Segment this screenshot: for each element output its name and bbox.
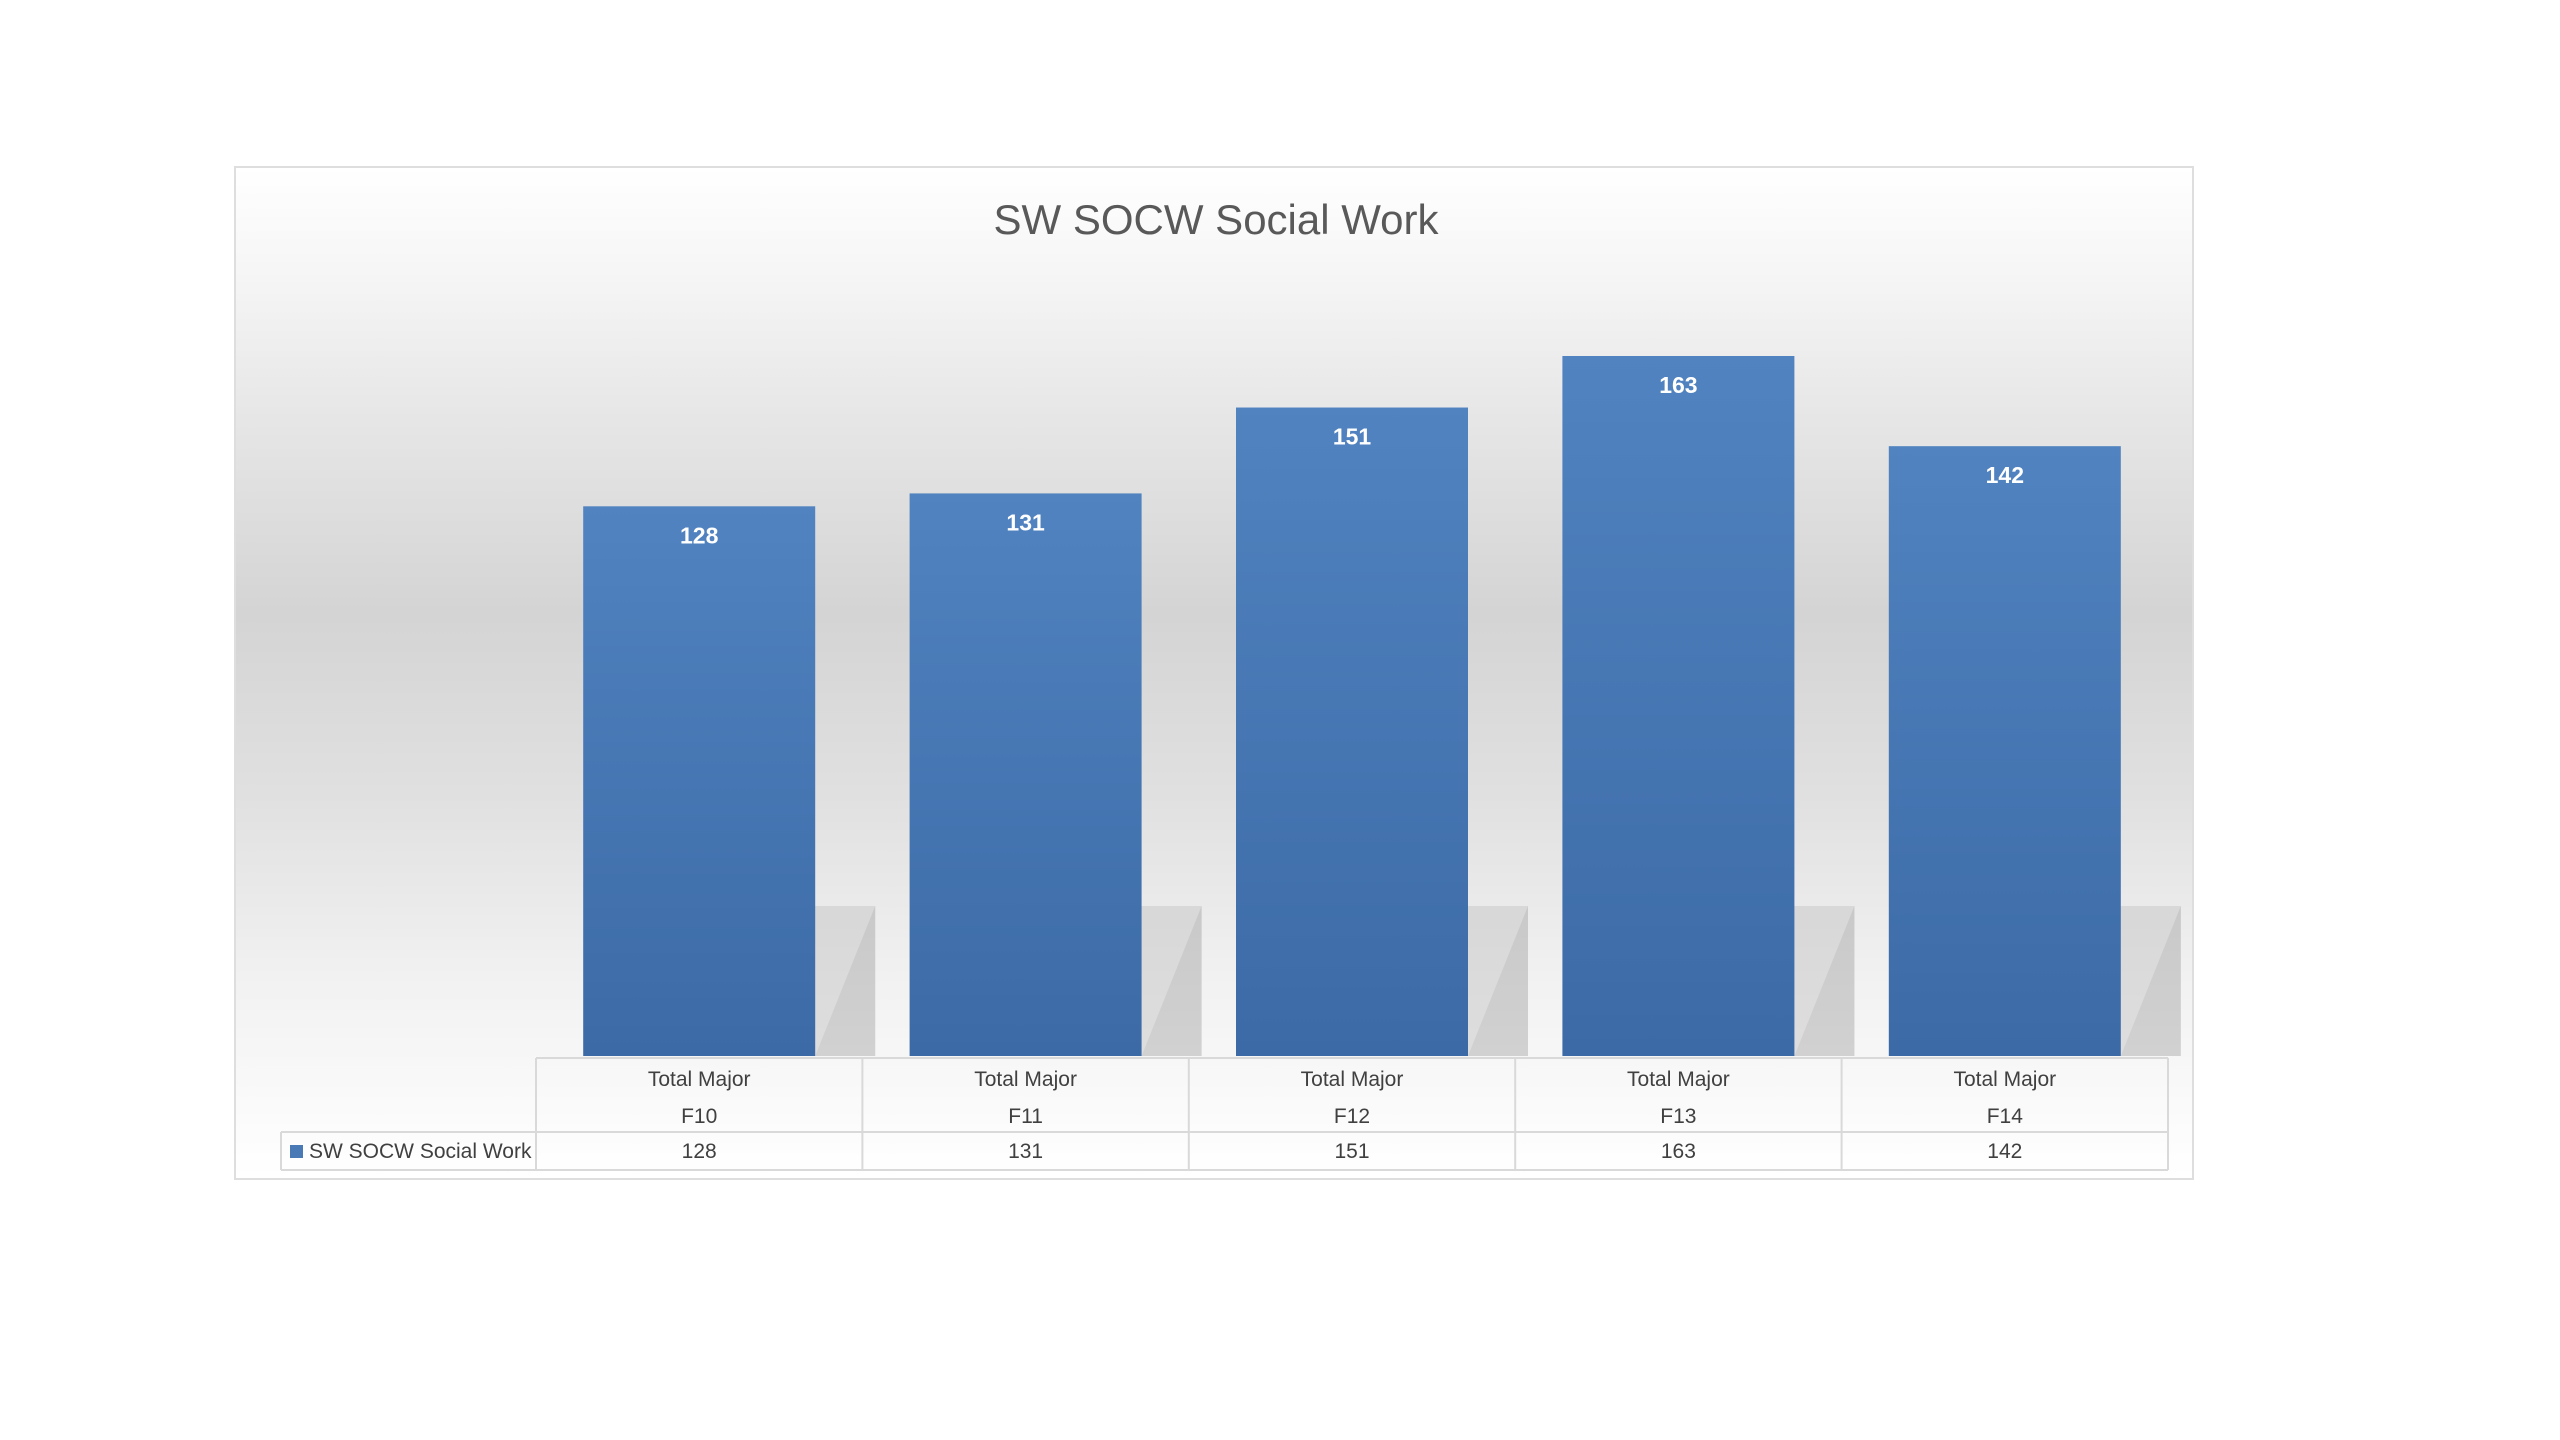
- bar: [583, 506, 816, 1056]
- table-value: 131: [1008, 1140, 1043, 1163]
- data-labels: 128 131 151 163 142: [680, 372, 2024, 548]
- tick-label: Total Major: [1627, 1068, 1730, 1091]
- chart-title: SW SOCW Social Work: [994, 196, 1440, 243]
- tick-label: Total Major: [974, 1068, 1077, 1091]
- tick-label: F11: [1008, 1105, 1043, 1128]
- data-label: 142: [1986, 462, 2024, 488]
- legend-key: [290, 1145, 303, 1158]
- bar: [1888, 446, 2121, 1056]
- tick-label: Total Major: [648, 1068, 751, 1091]
- table-value: 163: [1661, 1140, 1696, 1163]
- data-label: 131: [1006, 509, 1045, 535]
- chart-frame: SW SOCW Social Work 128 131 151 163 142 SW S…: [234, 166, 2194, 1180]
- tick-label: Total Major: [1301, 1068, 1404, 1091]
- tick-label: F10: [681, 1105, 717, 1128]
- tick-label: F12: [1334, 1105, 1370, 1128]
- table-value: 128: [682, 1140, 717, 1163]
- bar: [909, 493, 1142, 1056]
- data-label: 128: [680, 522, 719, 548]
- tick-label: Total Major: [1953, 1068, 2056, 1091]
- tick-label: F14: [1987, 1105, 2024, 1128]
- bars: [583, 356, 2121, 1056]
- bar-chart: SW SOCW Social Work 128 131 151 163 142 SW S…: [280, 196, 2181, 1171]
- data-label: 163: [1659, 372, 1697, 398]
- tick-label: F13: [1660, 1105, 1696, 1128]
- bar: [1236, 407, 1468, 1056]
- table-value: 151: [1334, 1140, 1369, 1163]
- bar: [1562, 356, 1795, 1056]
- data-label: 151: [1333, 424, 1372, 450]
- data-table: SW SOCW Social Work Total Major F10 128 Tot…: [280, 1057, 2169, 1171]
- legend-series-name: SW SOCW Social Work: [309, 1140, 532, 1163]
- table-value: 142: [1987, 1140, 2022, 1163]
